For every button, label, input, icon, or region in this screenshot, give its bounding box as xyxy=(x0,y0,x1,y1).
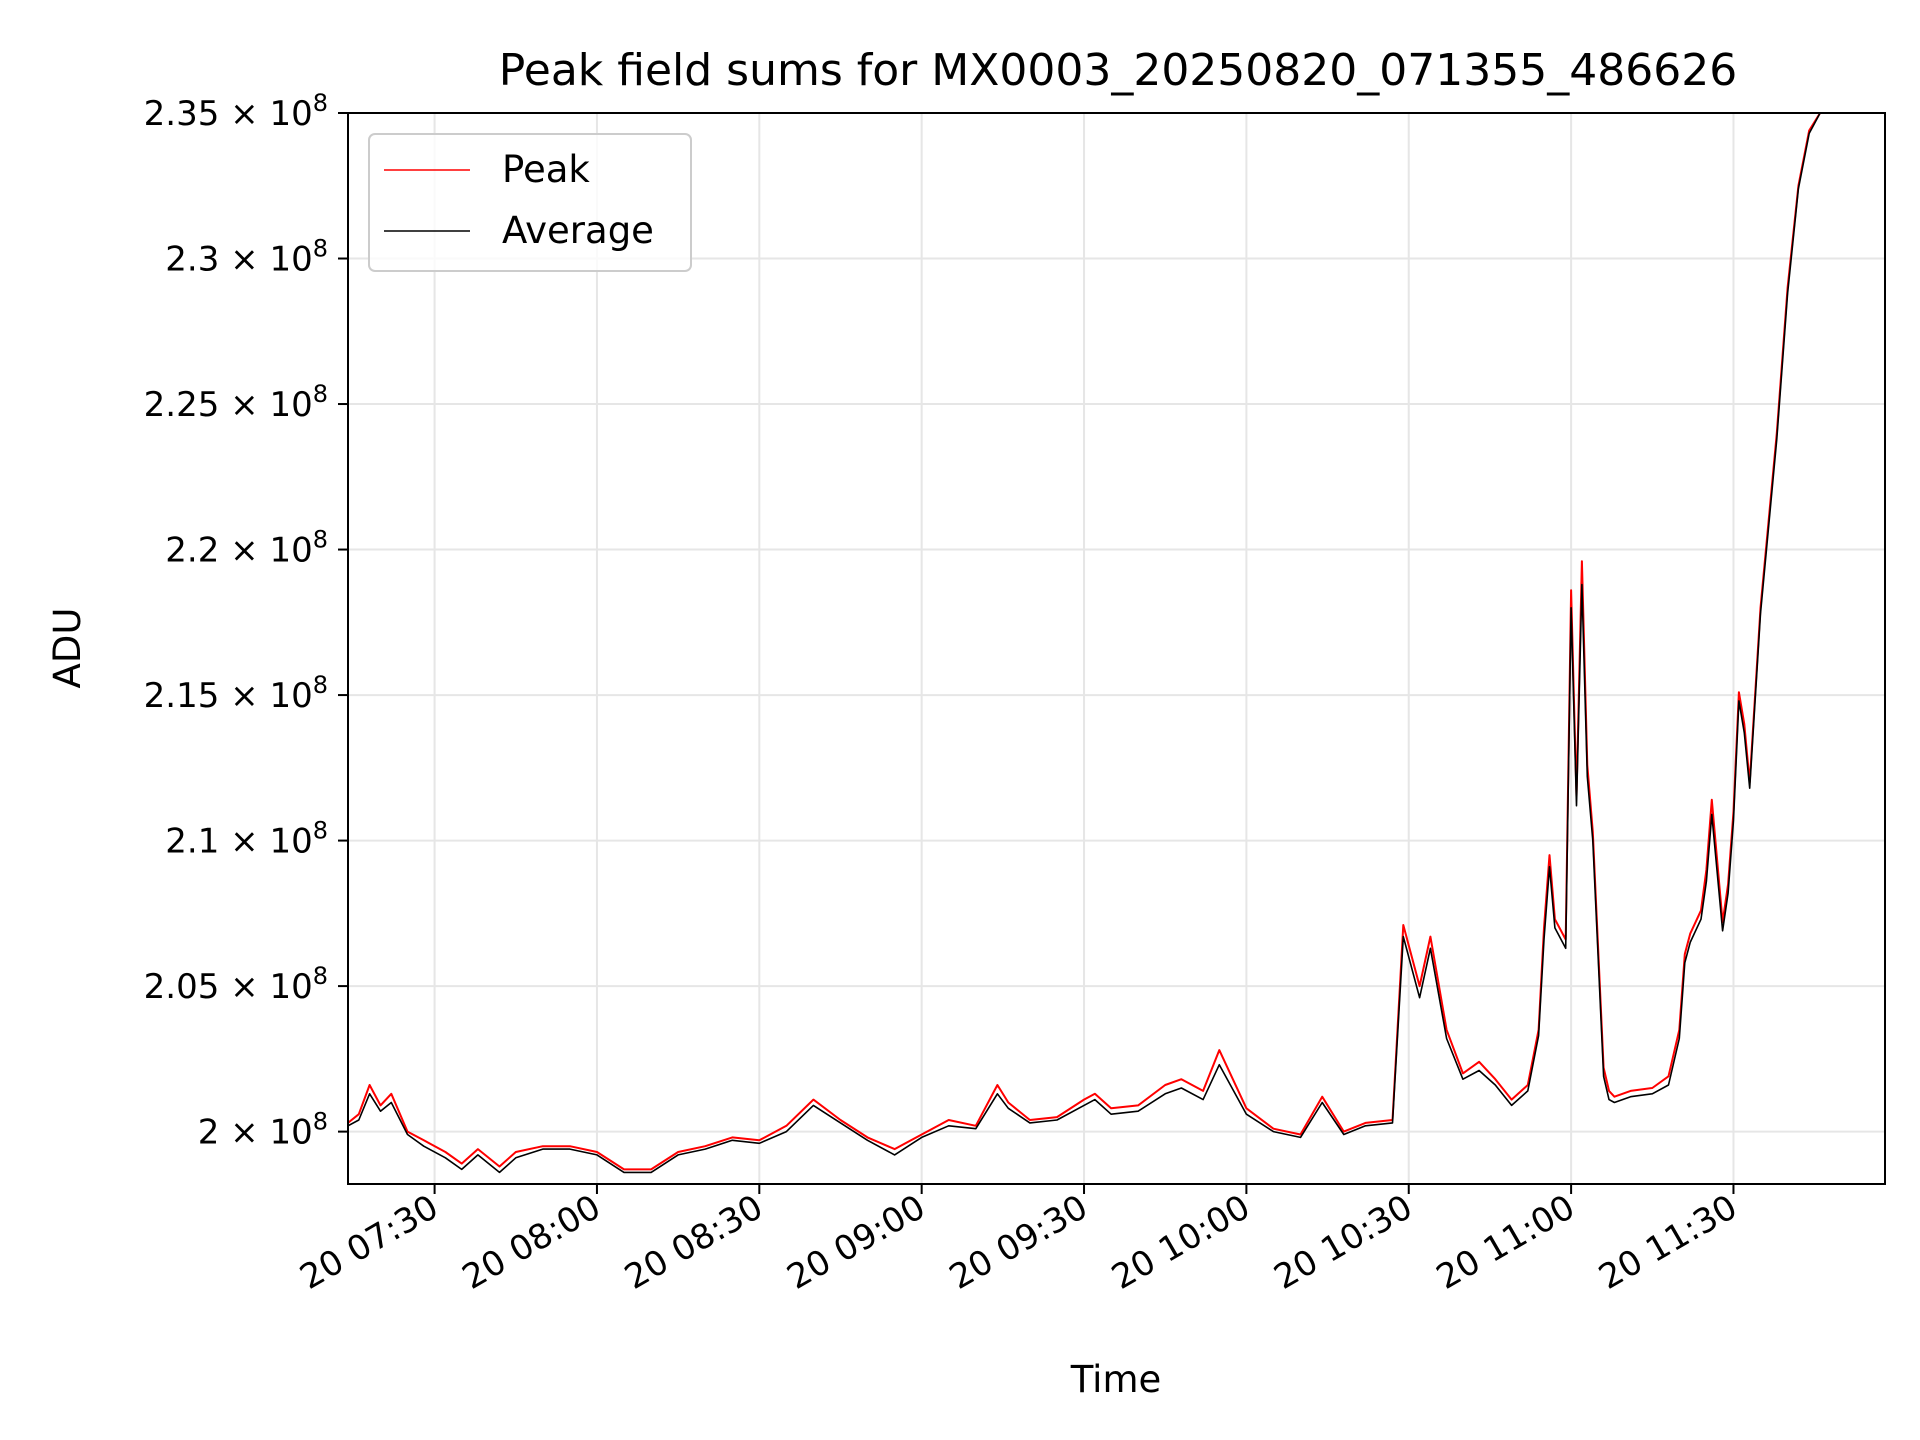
x-axis-label: Time xyxy=(1070,1358,1162,1401)
series-line-peak xyxy=(347,112,1831,1171)
y-tick-label: 2.15 × 108 xyxy=(144,671,328,716)
legend-box xyxy=(368,133,692,272)
legend-label-peak: Peak xyxy=(502,148,590,191)
y-tick-label: 2.2 × 108 xyxy=(165,526,328,571)
y-tick-label: 2.3 × 108 xyxy=(165,235,328,280)
y-tick-label: 2.35 × 108 xyxy=(144,89,328,134)
grid-layer xyxy=(348,112,1885,1184)
y-axis: 2 × 108 2.05 × 108 2.1 × 108 2.15 × 108 2.2 … xyxy=(144,89,348,1153)
series-line-average xyxy=(347,112,1831,1174)
y-tick-label: 2.05 × 108 xyxy=(144,962,328,1007)
y-tick-label: 2 × 108 xyxy=(198,1108,328,1153)
y-axis-label: ADU xyxy=(46,608,89,689)
legend: Peak Average xyxy=(368,133,692,272)
y-tick-label: 2.25 × 108 xyxy=(144,380,328,425)
legend-label-average: Average xyxy=(502,209,654,252)
plot-frame xyxy=(347,112,1886,1185)
plot-background xyxy=(348,113,1885,1184)
series-layer xyxy=(347,112,1831,1174)
y-tick-label: 2.1 × 108 xyxy=(165,817,328,862)
plot-area xyxy=(347,112,1886,1185)
chart-title: Peak field sums for MX0003_20250820_0713… xyxy=(499,45,1737,96)
